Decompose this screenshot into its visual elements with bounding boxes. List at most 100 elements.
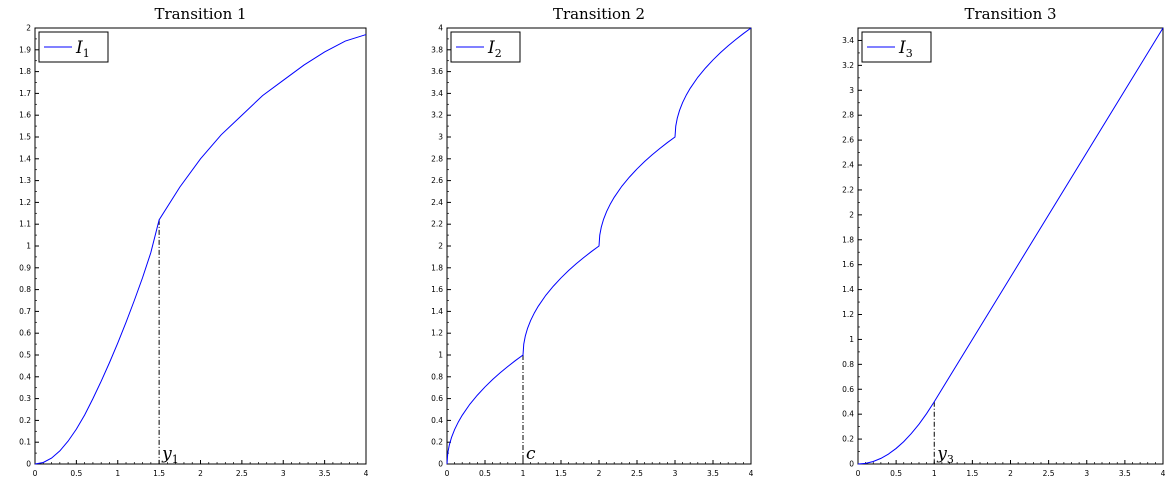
y-tick-label: 1.5: [19, 133, 31, 142]
y-tick-label: 1.2: [842, 310, 854, 319]
plot-area: [857, 27, 1164, 465]
y-tick-label: 1.8: [431, 263, 443, 272]
x-tick-label: 1: [115, 469, 120, 478]
legend-label: I1: [75, 38, 90, 60]
y-tick-label: 3.2: [431, 111, 443, 120]
x-tick-label: 0: [445, 469, 450, 478]
x-tick-label: 0: [33, 469, 38, 478]
y-tick-label: 3: [438, 133, 443, 142]
y-tick-label: 0.2: [431, 438, 443, 447]
annotation-label: y3: [936, 444, 954, 466]
y-tick-label: 0.4: [19, 372, 31, 381]
y-tick-label: 0: [26, 460, 31, 469]
y-tick-label: 1.4: [19, 154, 31, 163]
x-tick-label: 3.5: [1119, 469, 1131, 478]
x-tick-label: 2: [597, 469, 602, 478]
y-tick-label: 1.4: [431, 307, 443, 316]
y-tick-label: 0.4: [431, 416, 443, 425]
x-tick-label: 4: [364, 469, 369, 478]
y-tick-label: 0.5: [19, 351, 31, 360]
y-tick-label: 0: [849, 460, 854, 469]
y-tick-label: 0.2: [19, 416, 31, 425]
y-tick-label: 0.8: [431, 372, 443, 381]
x-tick-label: 1: [521, 469, 526, 478]
x-tick-label: 1.5: [153, 469, 165, 478]
legend-label: I3: [898, 38, 913, 60]
y-tick-label: 1.7: [19, 89, 31, 98]
annotation-label-subscript: 3: [947, 453, 954, 466]
plot-area: [34, 27, 367, 465]
annotation-label-main: c: [526, 444, 536, 464]
x-tick-label: 4: [1161, 469, 1166, 478]
y-tick-label: 3.4: [431, 89, 443, 98]
annotation-label: c: [526, 444, 536, 464]
y-tick-label: 2.8: [842, 111, 854, 120]
x-tick-label: 3: [281, 469, 286, 478]
y-tick-label: 2.2: [842, 185, 854, 194]
y-tick-label: 1.6: [842, 260, 854, 269]
y-tick-label: 1.6: [431, 285, 443, 294]
y-tick-label: 0.8: [842, 360, 854, 369]
legend-label-subscript: 2: [495, 47, 502, 60]
y-tick-label: 3: [849, 86, 854, 95]
y-tick-label: 3.2: [842, 61, 854, 70]
legend-label-subscript: 3: [906, 47, 913, 60]
y-tick-label: 0.7: [19, 307, 31, 316]
y-tick-label: 4: [438, 24, 443, 33]
y-tick-label: 2.8: [431, 154, 443, 163]
y-tick-label: 1: [438, 351, 443, 360]
y-tick-label: 1.9: [19, 45, 31, 54]
x-tick-label: 3.5: [319, 469, 331, 478]
chart-panel-3: Transition 3 0 0.5 1 1.5 2 2.5 3 3.5 4 0 0.2 0.4 0.6 0…: [842, 5, 1166, 478]
legend-label: I2: [487, 38, 502, 60]
y-tick-label: 2.6: [842, 136, 854, 145]
y-tick-label: 0.4: [842, 410, 854, 419]
y-tick-label: 1: [849, 335, 854, 344]
y-tick-label: 3.4: [842, 36, 854, 45]
x-tick-label: 2.5: [1043, 469, 1055, 478]
x-tick-label: 4: [749, 469, 754, 478]
chart-title: Transition 1: [154, 5, 246, 23]
y-tick-label: 0.2: [842, 435, 854, 444]
annotation-label-main: y: [161, 444, 172, 464]
annotation-label: y1: [161, 444, 179, 466]
y-tick-label: 1.2: [19, 198, 31, 207]
y-tick-label: 1: [26, 242, 31, 251]
y-tick-label: 2: [849, 210, 854, 219]
x-tick-label: 2: [198, 469, 203, 478]
x-tick-label: 2.5: [631, 469, 643, 478]
y-tick-label: 1.8: [19, 67, 31, 76]
y-tick-label: 3.6: [431, 67, 443, 76]
chart-title: Transition 2: [553, 5, 645, 23]
x-tick-label: 1.5: [966, 469, 978, 478]
legend-label-main: I: [75, 38, 83, 58]
series-line-I2: [446, 27, 752, 465]
series-line-I3: [857, 27, 1164, 465]
y-tick-label: 0: [438, 460, 443, 469]
y-tick-label: 0.8: [19, 285, 31, 294]
y-tick-label: 2: [26, 24, 31, 33]
x-tick-label: 0.5: [479, 469, 491, 478]
x-tick-label: 0.5: [70, 469, 82, 478]
legend-label-subscript: 1: [83, 47, 90, 60]
y-tick-label: 1.1: [19, 220, 31, 229]
y-tick-label: 0.6: [431, 394, 443, 403]
x-tick-label: 2.5: [236, 469, 248, 478]
y-tick-label: 1.6: [19, 111, 31, 120]
y-tick-label: 2.6: [431, 176, 443, 185]
legend-label-main: I: [487, 38, 495, 58]
y-tick-label: 2: [438, 242, 443, 251]
y-tick-label: 0.3: [19, 394, 31, 403]
x-tick-label: 2: [1008, 469, 1013, 478]
x-tick-label: 0: [856, 469, 861, 478]
x-tick-label: 0.5: [890, 469, 902, 478]
y-tick-label: 1.2: [431, 329, 443, 338]
y-tick-label: 1.4: [842, 285, 854, 294]
annotation-label-subscript: 1: [172, 453, 179, 466]
chart-title: Transition 3: [964, 5, 1056, 23]
chart-panel-2: Transition 2 0 0.5 1 1.5 2 2.5 3 3.5 4 0 0.2 0.4 0.6 0…: [431, 5, 754, 478]
x-tick-label: 1.5: [555, 469, 567, 478]
y-tick-label: 1.3: [19, 176, 31, 185]
y-tick-label: 0.9: [19, 263, 31, 272]
